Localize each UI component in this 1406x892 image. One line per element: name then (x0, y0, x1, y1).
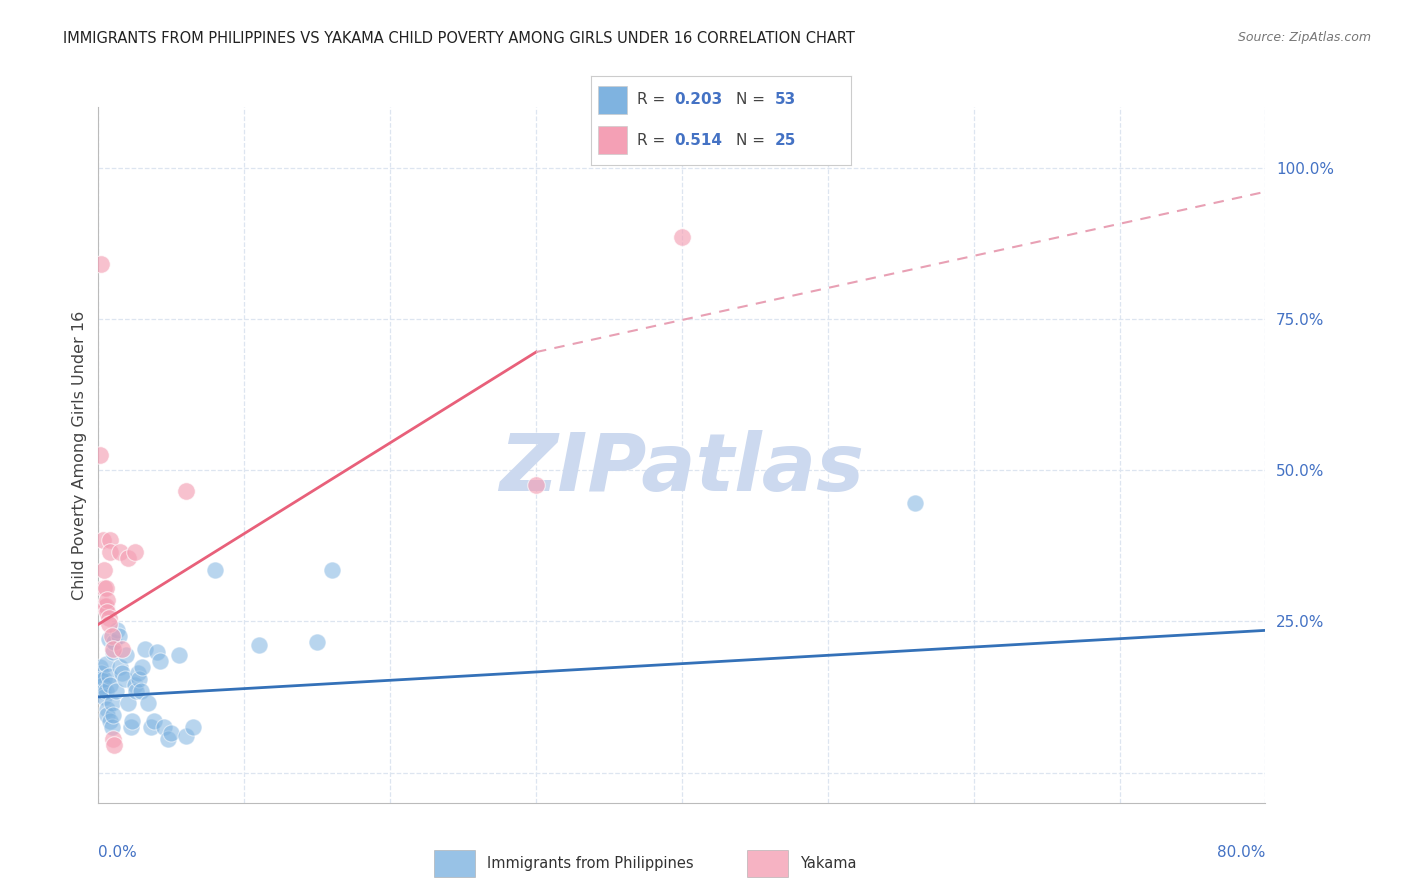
Point (136, 696, 159, 710)
Point (100, 696, 122, 710)
Y-axis label: Child Poverty Among Girls Under 16: Child Poverty Among Girls Under 16 (72, 310, 87, 599)
Point (96, 605, 118, 619)
Point (89, 448, 111, 462)
Point (124, 678, 146, 692)
Point (153, 720, 176, 734)
Point (307, 635, 329, 649)
Point (97, 611, 120, 625)
Point (524, 478, 547, 492)
Point (104, 684, 127, 698)
Point (91, 533, 114, 547)
Point (101, 732, 124, 747)
Point (167, 648, 190, 662)
Point (174, 729, 197, 743)
Point (93, 581, 115, 595)
Point (131, 659, 153, 673)
Point (96, 702, 118, 716)
Point (93, 563, 115, 577)
FancyBboxPatch shape (747, 850, 787, 877)
Point (101, 644, 124, 658)
Point (181, 720, 204, 734)
Text: R =: R = (637, 93, 671, 107)
Text: N =: N = (737, 93, 770, 107)
Point (91, 678, 114, 692)
Point (904, 496, 927, 510)
Text: Source: ZipAtlas.com: Source: ZipAtlas.com (1237, 31, 1371, 45)
Text: N =: N = (737, 133, 770, 147)
Point (114, 672, 136, 686)
Text: 25: 25 (775, 133, 797, 147)
Text: 0.0%: 0.0% (98, 845, 138, 860)
Point (100, 629, 122, 643)
Point (111, 665, 134, 680)
Text: IMMIGRANTS FROM PHILIPPINES VS YAKAMA CHILD POVERTY AMONG GIRLS UNDER 16 CORRELA: IMMIGRANTS FROM PHILIPPINES VS YAKAMA CH… (63, 31, 855, 46)
Point (129, 684, 152, 698)
FancyBboxPatch shape (599, 86, 627, 114)
Point (103, 635, 125, 649)
Point (157, 732, 180, 747)
Text: 0.514: 0.514 (673, 133, 721, 147)
Point (98, 545, 121, 559)
Text: 53: 53 (775, 93, 796, 107)
Text: Yakama: Yakama (800, 855, 856, 871)
FancyBboxPatch shape (433, 850, 475, 877)
Point (89, 659, 111, 673)
Point (127, 665, 149, 680)
Point (117, 550, 139, 565)
Point (120, 720, 142, 734)
Point (94, 599, 117, 614)
Point (100, 720, 122, 734)
FancyBboxPatch shape (599, 126, 627, 154)
Point (671, 230, 693, 244)
Point (121, 714, 143, 728)
Text: 80.0%: 80.0% (1218, 845, 1265, 860)
Point (96, 708, 118, 723)
Point (125, 684, 148, 698)
Point (110, 659, 132, 673)
Point (94, 657, 117, 671)
Point (97, 669, 120, 683)
Point (247, 639, 270, 653)
Point (321, 563, 343, 577)
Point (90, 672, 112, 686)
Point (97, 617, 120, 632)
Point (90, 665, 112, 680)
Point (204, 563, 226, 577)
Point (101, 641, 124, 656)
Point (97, 632, 120, 647)
Point (139, 720, 162, 734)
Point (134, 641, 156, 656)
Point (94, 684, 117, 698)
Point (98, 714, 121, 728)
Text: Immigrants from Philippines: Immigrants from Philippines (486, 855, 693, 871)
Point (117, 696, 139, 710)
Point (128, 672, 150, 686)
Point (93, 690, 115, 704)
Point (90, 257, 112, 271)
Point (91, 684, 114, 698)
Point (101, 708, 124, 723)
Point (174, 484, 197, 499)
Point (149, 654, 172, 668)
Text: 0.203: 0.203 (673, 93, 723, 107)
Point (110, 545, 132, 559)
Point (124, 545, 146, 559)
Point (142, 714, 165, 728)
Point (103, 739, 125, 753)
Point (115, 648, 138, 662)
Point (108, 629, 131, 643)
Point (98, 533, 121, 547)
Text: ZIPatlas: ZIPatlas (499, 430, 865, 508)
Point (105, 624, 128, 638)
Point (93, 599, 115, 614)
Point (98, 678, 121, 692)
Point (93, 672, 115, 686)
Text: R =: R = (637, 133, 671, 147)
Point (111, 641, 134, 656)
Point (146, 644, 169, 658)
Point (94, 581, 117, 595)
Point (160, 726, 183, 740)
Point (96, 593, 118, 607)
